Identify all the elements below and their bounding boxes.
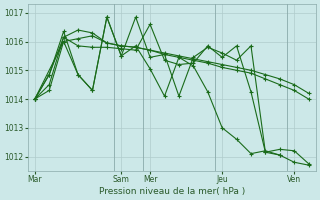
X-axis label: Pression niveau de la mer( hPa ): Pression niveau de la mer( hPa ) — [99, 187, 245, 196]
